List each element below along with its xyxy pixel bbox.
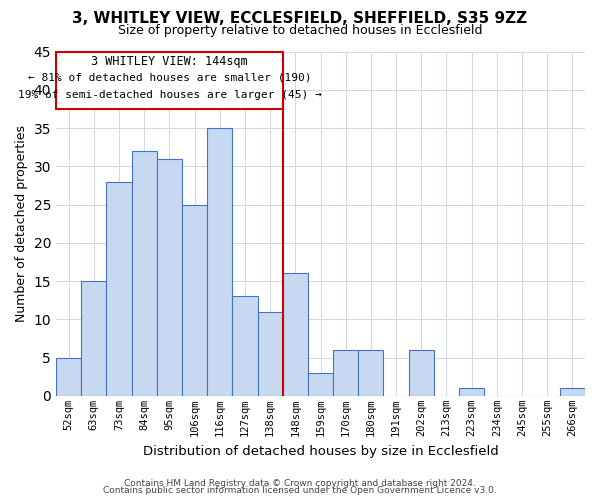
Text: ← 81% of detached houses are smaller (190): ← 81% of detached houses are smaller (19… (28, 73, 311, 83)
Text: Contains HM Land Registry data © Crown copyright and database right 2024.: Contains HM Land Registry data © Crown c… (124, 478, 476, 488)
Text: Size of property relative to detached houses in Ecclesfield: Size of property relative to detached ho… (118, 24, 482, 37)
Text: 3 WHITLEY VIEW: 144sqm: 3 WHITLEY VIEW: 144sqm (91, 56, 248, 68)
Bar (182, 204, 207, 396)
Text: 3, WHITLEY VIEW, ECCLESFIELD, SHEFFIELD, S35 9ZZ: 3, WHITLEY VIEW, ECCLESFIELD, SHEFFIELD,… (73, 11, 527, 26)
Text: 19% of semi-detached houses are larger (45) →: 19% of semi-detached houses are larger (… (17, 90, 321, 100)
Bar (56, 52, 283, 109)
Bar (106, 182, 131, 396)
Bar (358, 350, 383, 396)
Bar (308, 373, 333, 396)
Bar (81, 281, 106, 396)
Bar (560, 388, 585, 396)
Bar (459, 388, 484, 396)
Bar (257, 312, 283, 396)
Bar (409, 350, 434, 396)
Bar (283, 274, 308, 396)
X-axis label: Distribution of detached houses by size in Ecclesfield: Distribution of detached houses by size … (143, 444, 499, 458)
Bar (232, 296, 257, 396)
Text: Contains public sector information licensed under the Open Government Licence v3: Contains public sector information licen… (103, 486, 497, 495)
Bar (56, 358, 81, 396)
Y-axis label: Number of detached properties: Number of detached properties (15, 125, 28, 322)
Bar (157, 158, 182, 396)
Bar (333, 350, 358, 396)
Bar (207, 128, 232, 396)
Bar (131, 151, 157, 396)
